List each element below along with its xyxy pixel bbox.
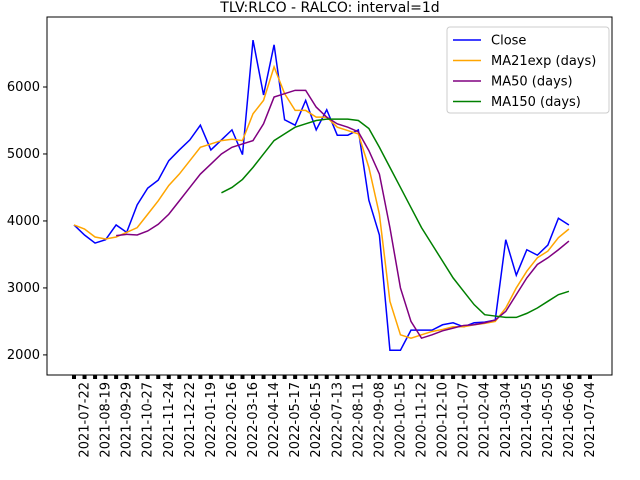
x-tick-label: 2022-01-19 [204,382,219,458]
x-tick-label: 2021-01-07 [457,382,472,458]
x-tick-label: 2022-06-15 [309,382,324,458]
x-tick-label: 2021-08-19 [99,382,114,458]
x-tick-label: 2021-11-24 [162,382,177,458]
legend-label: MA21exp (days) [491,54,596,69]
x-tick-label: 2022-05-17 [288,382,303,458]
x-tick-label: 2021-04-05 [520,382,535,458]
x-tick-label: 2022-09-08 [372,382,387,458]
legend-label: Close [491,34,526,49]
x-tick-label: 2021-03-04 [499,382,514,458]
series-line [73,64,570,339]
legend-label: MA50 (days) [491,75,573,90]
chart-title: TLV:RLCO - RALCO: interval=1d [219,0,439,16]
x-tick-label: 2020-10-15 [393,382,408,458]
legend: Close MA21exp (days) MA50 (days) MA150 (day… [446,26,610,114]
plot-frame [46,16,613,376]
x-tick-label: 2021-10-27 [141,382,156,458]
x-tick-label: 2022-02-16 [225,382,240,458]
legend-box [446,26,610,114]
legend-label: MA150 (days) [491,95,581,110]
y-tick-label: 2000 [7,348,40,363]
y-tick-label: 5000 [7,147,40,162]
series-line [116,89,570,340]
x-tick-label: 2021-05-05 [541,382,556,458]
x-tick-label: 2021-07-04 [583,382,598,458]
x-tick-label: 2021-07-22 [78,382,93,458]
x-tick-label: 2020-12-10 [436,382,451,458]
x-tick-label: 2022-04-14 [267,382,282,458]
x-tick-label: 2021-02-04 [478,382,493,458]
x-tick-label: 2022-07-13 [330,382,345,458]
series-line [221,118,570,319]
x-tick-label: 2021-09-29 [120,382,135,458]
y-tick-label: 4000 [7,214,40,229]
x-tick-label: 2022-08-11 [351,382,366,458]
y-tick-label: 6000 [7,80,40,95]
x-tick-label: 2021-06-06 [562,382,577,458]
x-tick-label: 2022-03-16 [246,382,261,458]
x-tick-label: 2020-11-12 [415,382,430,458]
y-tick-label: 3000 [7,281,40,296]
x-tick-label: 2021-12-22 [183,382,198,458]
